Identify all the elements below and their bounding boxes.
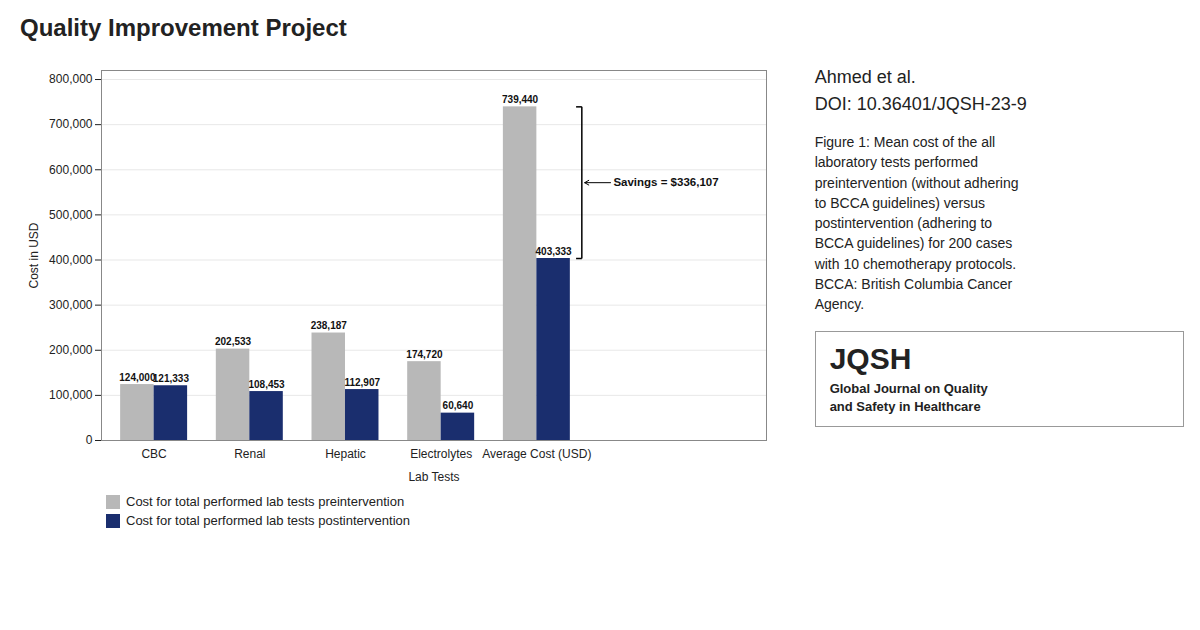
- svg-text:700,000: 700,000: [49, 117, 93, 131]
- svg-text:Savings = $336,107: Savings = $336,107: [613, 176, 718, 188]
- html-text:JQSH: JQSH: [829, 341, 912, 375]
- svg-text:600,000: 600,000: [49, 163, 93, 177]
- svg-text:202,533: 202,533: [215, 336, 252, 347]
- html-text:Cost for total performed lab t: Cost for total performed lab tests prein…: [126, 494, 405, 509]
- svg-text:Renal: Renal: [234, 447, 265, 461]
- html-text:Quality Improvement Project: Quality Improvement Project: [20, 14, 347, 41]
- svg-text:108,453: 108,453: [248, 379, 285, 390]
- svg-text:400,000: 400,000: [49, 253, 93, 267]
- svg-text:403,333: 403,333: [536, 246, 573, 257]
- svg-text:100,000: 100,000: [49, 388, 93, 402]
- html-text:Cost for total performed lab t: Cost for total performed lab tests posti…: [126, 513, 410, 528]
- svg-text:Average Cost (USD): Average Cost (USD): [482, 447, 591, 461]
- svg-text:121,333: 121,333: [153, 373, 190, 384]
- svg-text:200,000: 200,000: [49, 343, 93, 357]
- svg-text:500,000: 500,000: [49, 208, 93, 222]
- svg-text:Hepatic: Hepatic: [325, 447, 366, 461]
- svg-text:CBC: CBC: [141, 447, 167, 461]
- svg-text:0: 0: [86, 433, 93, 447]
- svg-text:Electrolytes: Electrolytes: [410, 447, 472, 461]
- svg-text:800,000: 800,000: [49, 72, 93, 86]
- svg-text:238,187: 238,187: [311, 320, 348, 331]
- svg-text:174,720: 174,720: [406, 349, 443, 360]
- svg-text:112,907: 112,907: [344, 377, 380, 388]
- svg-text:Lab Tests: Lab Tests: [408, 470, 459, 484]
- svg-text:60,640: 60,640: [443, 400, 474, 411]
- html-text:Global Journal on Quality and: Global Journal on Quality and Safety in …: [829, 380, 988, 414]
- html-text:Ahmed et al. DOI: 10.36401/JQS: Ahmed et al. DOI: 10.36401/JQSH-23-9: [814, 67, 1027, 114]
- svg-text:739,440: 739,440: [502, 94, 539, 105]
- svg-text:124,000: 124,000: [119, 372, 156, 383]
- html-text:Figure 1: Mean cost of the all: Figure 1: Mean cost of the all laborator…: [814, 134, 1019, 313]
- svg-text:300,000: 300,000: [49, 298, 93, 312]
- svg-text:Cost in USD: Cost in USD: [27, 222, 41, 288]
